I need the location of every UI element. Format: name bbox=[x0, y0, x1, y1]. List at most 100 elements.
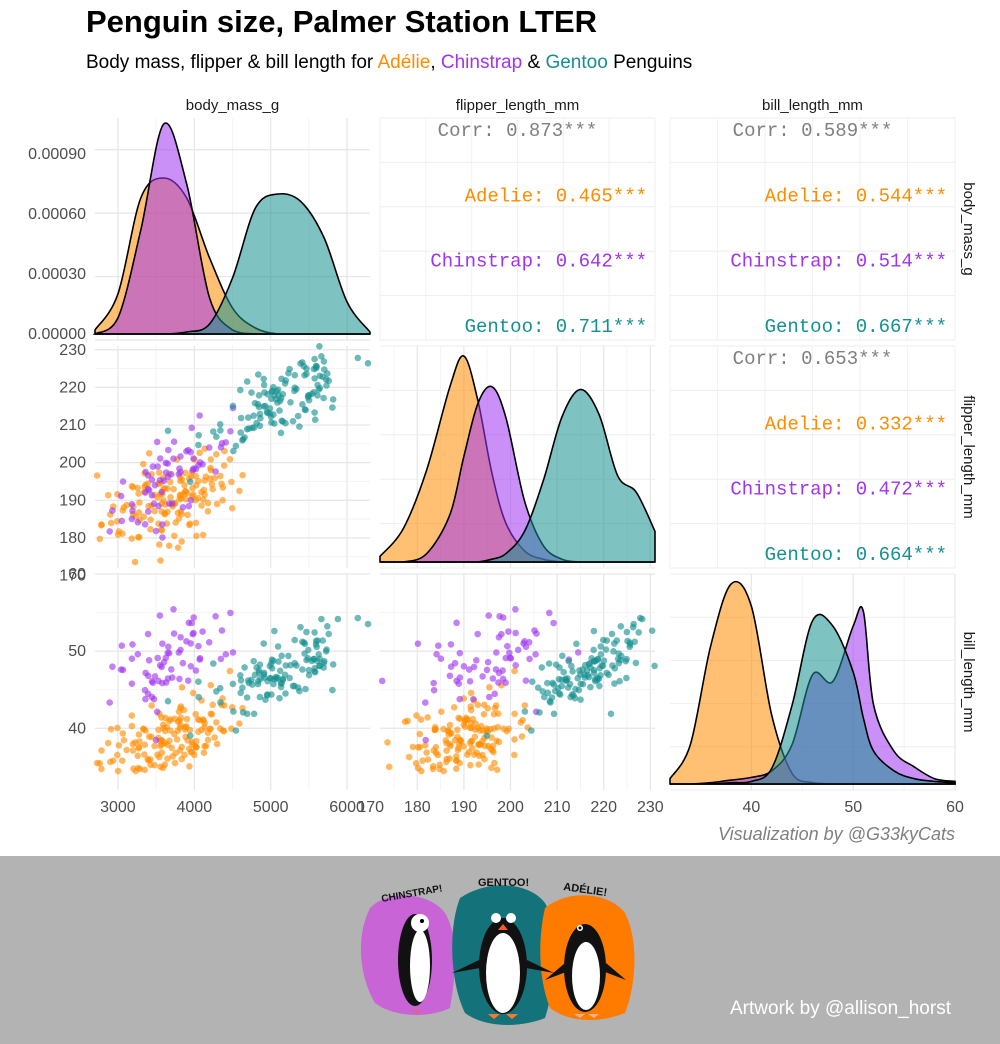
point-gentoo-1-0 bbox=[311, 355, 318, 363]
point-gentoo-2-0 bbox=[305, 666, 313, 674]
point-gentoo-2-0 bbox=[305, 671, 313, 679]
point-adelie-1-0 bbox=[198, 488, 205, 496]
point-gentoo-1-0 bbox=[195, 441, 202, 449]
point-chinstrap-2-0 bbox=[195, 642, 202, 650]
point-chinstrap-2-0 bbox=[176, 675, 183, 683]
point-adelie-2-0 bbox=[151, 761, 158, 769]
point-gentoo-2-0 bbox=[311, 629, 318, 636]
point-gentoo-1-0 bbox=[250, 412, 257, 420]
point-gentoo-2-1 bbox=[611, 680, 618, 687]
point-chinstrap-1-0 bbox=[128, 501, 136, 508]
point-gentoo-2-0 bbox=[282, 690, 289, 697]
point-chinstrap-2-1 bbox=[493, 649, 500, 656]
point-adelie-2-0 bbox=[194, 716, 202, 723]
point-adelie-1-0 bbox=[181, 482, 188, 489]
y-tick-density-0.00030: 0.00030 bbox=[28, 266, 86, 283]
point-adelie-2-1 bbox=[495, 738, 503, 746]
point-gentoo-1-0 bbox=[257, 414, 264, 422]
point-adelie-1-0 bbox=[176, 495, 183, 503]
point-adelie-2-0 bbox=[200, 749, 208, 756]
point-adelie-2-0 bbox=[141, 766, 148, 774]
point-gentoo-2-0 bbox=[364, 620, 372, 628]
gentoo-penguin-icon bbox=[452, 913, 554, 1019]
subtitle-post: Penguins bbox=[613, 52, 693, 73]
panel-0-1 bbox=[379, 117, 656, 341]
point-adelie-2-0 bbox=[123, 746, 130, 754]
point-chinstrap-2-0 bbox=[165, 643, 172, 651]
point-adelie-1-0 bbox=[186, 520, 194, 527]
point-adelie-1-0 bbox=[183, 489, 191, 497]
point-gentoo-2-1 bbox=[618, 652, 625, 660]
point-adelie-2-0 bbox=[114, 767, 122, 775]
point-gentoo-2-1 bbox=[534, 684, 542, 691]
point-chinstrap-1-0 bbox=[176, 465, 183, 472]
point-gentoo-2-1 bbox=[565, 657, 572, 665]
point-gentoo-1-0 bbox=[310, 389, 318, 396]
point-chinstrap-2-0 bbox=[168, 666, 175, 673]
point-gentoo-2-0 bbox=[278, 652, 286, 660]
point-gentoo-2-0 bbox=[268, 656, 276, 663]
point-gentoo-2-0 bbox=[291, 636, 299, 644]
point-chinstrap-2-0 bbox=[188, 619, 195, 627]
point-adelie-1-0 bbox=[123, 501, 130, 509]
point-gentoo-2-0 bbox=[195, 693, 202, 701]
point-adelie-2-0 bbox=[181, 751, 188, 759]
point-adelie-2-1 bbox=[401, 718, 409, 725]
point-adelie-2-0 bbox=[161, 727, 169, 735]
point-adelie-2-0 bbox=[189, 689, 197, 697]
point-chinstrap-2-0 bbox=[145, 657, 153, 664]
point-gentoo-2-1 bbox=[590, 627, 598, 635]
point-adelie-2-0 bbox=[186, 763, 193, 770]
point-adelie-2-0 bbox=[119, 730, 127, 737]
point-adelie-1-0 bbox=[129, 483, 137, 491]
point-chinstrap-2-1 bbox=[456, 674, 464, 681]
point-chinstrap-2-0 bbox=[179, 659, 187, 667]
point-adelie-2-1 bbox=[429, 765, 437, 773]
point-adelie-2-0 bbox=[98, 747, 105, 754]
point-chinstrap-2-1 bbox=[456, 695, 464, 703]
point-adelie-2-0 bbox=[180, 706, 188, 714]
strip-label-top-flipper_length_mm: flipper_length_mm bbox=[456, 97, 579, 114]
point-chinstrap-2-1 bbox=[479, 673, 486, 680]
point-gentoo-2-0 bbox=[257, 675, 264, 683]
point-chinstrap-2-1 bbox=[574, 649, 582, 656]
point-adelie-1-0 bbox=[145, 450, 153, 457]
point-chinstrap-2-0 bbox=[175, 649, 183, 656]
point-chinstrap-2-0 bbox=[190, 629, 197, 637]
point-adelie-2-1 bbox=[483, 727, 490, 734]
point-gentoo-2-0 bbox=[319, 637, 327, 644]
point-adelie-2-0 bbox=[114, 751, 121, 759]
point-gentoo-1-0 bbox=[354, 354, 362, 362]
point-chinstrap-1-0 bbox=[185, 502, 193, 510]
point-adelie-2-1 bbox=[489, 747, 496, 754]
point-chinstrap-2-0 bbox=[212, 613, 219, 620]
point-gentoo-2-0 bbox=[303, 656, 310, 664]
point-gentoo-2-0 bbox=[297, 623, 304, 631]
y-tick-density-0.00060: 0.00060 bbox=[28, 206, 86, 223]
point-chinstrap-1-0 bbox=[141, 521, 149, 528]
point-adelie-2-0 bbox=[204, 736, 212, 744]
point-chinstrap-1-0 bbox=[142, 468, 149, 476]
point-adelie-2-1 bbox=[474, 701, 482, 709]
density-gentoo-bill_length_mm bbox=[670, 613, 956, 785]
point-gentoo-2-0 bbox=[216, 684, 224, 692]
point-adelie-2-1 bbox=[385, 763, 393, 771]
point-adelie-2-1 bbox=[518, 733, 526, 740]
point-adelie-1-0 bbox=[213, 500, 221, 508]
gentoo-art-label: GENTOO! bbox=[478, 877, 529, 889]
point-gentoo-2-0 bbox=[329, 661, 337, 668]
point-chinstrap-2-1 bbox=[474, 630, 482, 638]
point-adelie-2-0 bbox=[115, 742, 123, 749]
point-chinstrap-1-0 bbox=[222, 439, 230, 446]
point-gentoo-1-0 bbox=[305, 396, 313, 404]
point-gentoo-1-0 bbox=[250, 424, 258, 431]
point-gentoo-2-1 bbox=[573, 640, 580, 648]
point-chinstrap-1-0 bbox=[148, 476, 156, 484]
point-gentoo-2-0 bbox=[249, 681, 256, 688]
point-chinstrap-1-0 bbox=[205, 444, 213, 451]
point-chinstrap-1-0 bbox=[152, 527, 160, 535]
point-chinstrap-1-0 bbox=[160, 477, 168, 485]
corr-body_flipper-chinstrap: Chinstrap: 0.642*** bbox=[430, 251, 647, 273]
point-chinstrap-2-0 bbox=[217, 655, 225, 663]
point-gentoo-2-0 bbox=[273, 675, 280, 683]
